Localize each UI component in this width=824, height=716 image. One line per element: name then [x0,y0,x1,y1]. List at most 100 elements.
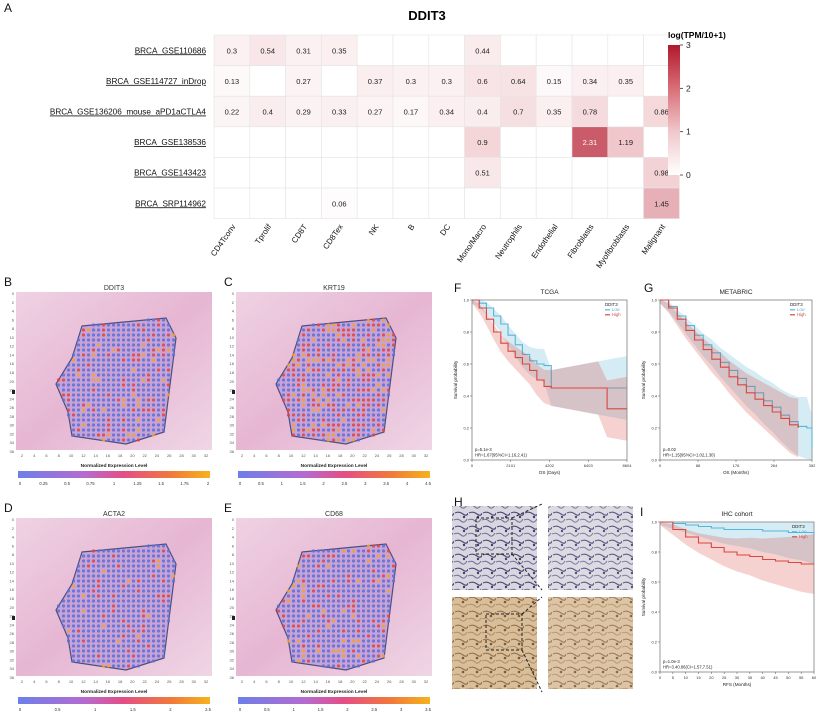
expression-spot [346,393,351,397]
km-y-tick: 0.2 [463,426,469,431]
expression-spot [136,549,141,553]
heatmap-cell [535,65,573,97]
expression-spot [71,594,76,598]
expression-spot [71,649,76,653]
expression-spot [371,604,376,608]
expression-spot [161,599,166,603]
expression-spot [116,398,121,402]
expression-spot [336,403,341,407]
expression-spot [386,569,391,573]
expression-spot [331,629,336,633]
expression-spot [376,609,381,613]
expression-spot [356,664,361,668]
expression-spot [146,564,151,568]
expression-spot [146,383,151,387]
expression-spot [131,383,136,387]
colorbar-tick: 1 [113,481,116,486]
spatial-y-tick: 6 [12,543,15,548]
expression-spot [386,559,391,563]
expression-spot [76,604,81,608]
expression-spot [61,614,66,618]
expression-spot [351,599,356,603]
expression-spot [361,388,366,392]
colorbar-tick: 1.5 [158,481,164,486]
km-curve-low [472,299,627,389]
expression-spot [136,594,141,598]
spatial-x-tick: 12 [301,679,306,684]
expression-spot [296,413,301,417]
expression-spot [111,323,116,327]
km-y-tick: 0.0 [463,458,469,463]
spatial-y-tick: 28 [10,414,15,419]
expression-spot [351,373,356,377]
expression-spot [321,323,326,327]
expression-spot [331,423,336,427]
expression-spot [81,413,86,417]
heatmap-cell [428,126,465,158]
expression-spot [376,333,381,337]
expression-spot [346,438,351,442]
spatial-x-tick: 28 [399,679,404,684]
expression-spot [296,609,301,613]
expression-spot [91,639,96,643]
expression-spot [71,579,76,583]
expression-spot [356,549,361,553]
expression-spot [356,438,361,442]
expression-spot [286,413,291,417]
expression-spot [276,383,281,387]
heatmap-cell-value: 2.31 [583,138,598,147]
expression-spot [156,328,161,332]
expression-spot [141,348,146,352]
expression-spot [71,634,76,638]
heatmap-cell [285,65,322,97]
expression-spot [311,388,316,392]
expression-spot [386,599,391,603]
expression-spot [331,559,336,563]
expression-spot [136,418,141,422]
expression-spot [161,614,166,618]
expression-spot [351,423,356,427]
expression-spot [381,569,386,573]
expression-spot [321,549,326,553]
expression-spot [141,589,146,593]
expression-spot [311,343,316,347]
expression-spot [106,323,111,327]
heatmap-cell [285,157,322,189]
expression-spot [346,333,351,337]
expression-spot [156,594,161,598]
expression-spot [326,579,331,583]
expression-spot [126,624,131,628]
expression-spot [141,413,146,417]
expression-spot [161,408,166,412]
expression-spot [381,328,386,332]
heatmap-cell-value: 0.29 [296,108,311,117]
expression-spot [376,373,381,377]
expression-spot [91,659,96,663]
expression-spot [386,549,391,553]
expression-spot [156,323,161,327]
expression-spot [91,433,96,437]
expression-spot [131,584,136,588]
expression-spot [311,629,316,633]
expression-spot [111,604,116,608]
expression-spot [386,363,391,367]
expression-spot [91,423,96,427]
expression-spot [141,423,146,427]
expression-spot [121,639,126,643]
expression-spot [386,323,391,327]
expression-spot [371,659,376,663]
expression-spot [366,413,371,417]
expression-spot [346,574,351,578]
expression-spot [131,549,136,553]
expression-spot [81,388,86,392]
heatmap-cell [356,126,394,158]
expression-spot [96,659,101,663]
expression-spot [161,328,166,332]
heatmap-cell-value: 0.31 [296,46,311,55]
expression-spot [326,569,331,573]
expression-spot [71,403,76,407]
km-x-tick: 10 [683,675,688,680]
expression-spot [106,549,111,553]
expression-spot [386,574,391,578]
expression-spot [381,398,386,402]
